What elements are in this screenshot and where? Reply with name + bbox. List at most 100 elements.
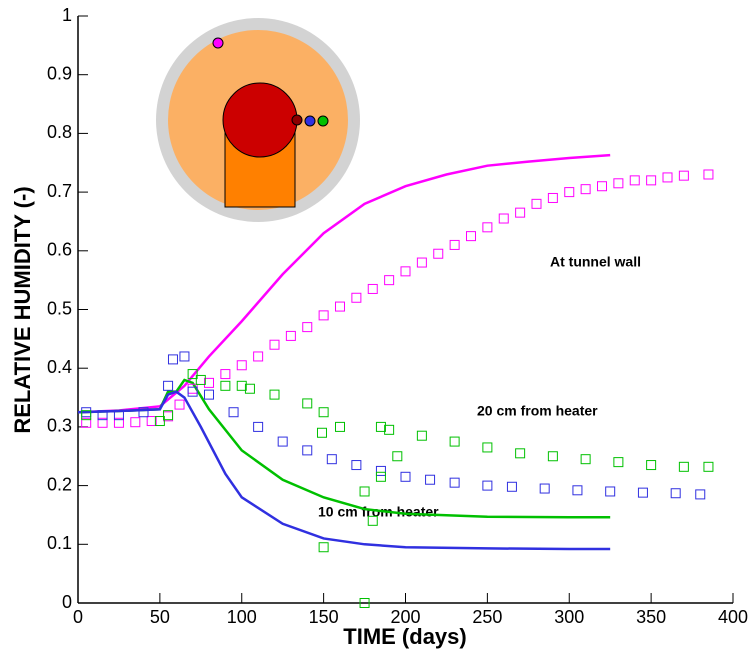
annotation: 20 cm from heater	[477, 403, 598, 419]
data-point	[318, 407, 329, 418]
data-point	[220, 380, 231, 391]
data-point	[449, 436, 460, 447]
data-point	[326, 454, 337, 465]
data-point	[498, 213, 509, 224]
data-point	[572, 485, 583, 496]
sensor-10cm	[304, 115, 316, 127]
data-point	[482, 480, 493, 491]
sensor-heater	[291, 114, 303, 126]
series-line	[77, 390, 611, 551]
data-point	[605, 486, 616, 497]
data-point	[359, 598, 370, 608]
data-point	[384, 424, 395, 435]
y-tick-label: 0.2	[47, 474, 72, 494]
data-point	[367, 515, 378, 526]
data-point	[97, 417, 108, 428]
y-tick-label: 0.1	[47, 533, 72, 553]
data-point	[547, 451, 558, 462]
data-point	[539, 483, 550, 494]
data-point	[466, 231, 476, 242]
data-point	[703, 461, 714, 472]
sensor-20cm	[317, 115, 329, 127]
data-point	[204, 389, 214, 400]
data-point	[375, 471, 386, 482]
data-point	[220, 369, 231, 380]
x-tick-label: 150	[309, 607, 339, 627]
data-point	[506, 481, 517, 492]
data-point	[670, 488, 681, 499]
data-point	[195, 374, 206, 385]
data-point	[375, 465, 386, 476]
data-point	[269, 389, 280, 400]
data-point	[302, 398, 313, 409]
data-point	[384, 275, 395, 286]
x-tick-label: 50	[150, 607, 170, 627]
data-point	[482, 222, 493, 233]
x-tick-label: 350	[636, 607, 666, 627]
data-point	[646, 460, 657, 471]
data-point	[97, 410, 108, 421]
x-tick-label: 100	[227, 607, 257, 627]
y-tick-label: 0	[62, 592, 72, 612]
data-point	[482, 442, 493, 453]
data-point	[375, 421, 386, 432]
data-point	[316, 427, 327, 438]
x-tick-label: 300	[554, 607, 584, 627]
data-point	[335, 421, 345, 432]
data-point	[425, 474, 436, 485]
series-line	[77, 153, 611, 414]
y-tick-label: 0.8	[47, 122, 72, 142]
data-point	[204, 377, 214, 388]
data-point	[277, 436, 288, 447]
data-point	[678, 170, 689, 181]
data-point	[392, 451, 403, 462]
y-tick-label: 0.9	[47, 63, 72, 83]
y-tick-label: 1	[62, 5, 72, 25]
data-point	[678, 461, 689, 472]
data-point	[613, 178, 624, 189]
data-point	[113, 417, 124, 428]
x-tick-label: 200	[390, 607, 420, 627]
annotation: At tunnel wall	[550, 254, 641, 270]
data-point	[146, 416, 157, 427]
data-point	[515, 448, 526, 459]
x-tick-label: 0	[73, 607, 83, 627]
y-tick-label: 0.4	[47, 357, 72, 377]
data-point	[113, 410, 124, 421]
data-point	[367, 283, 378, 294]
series-line	[77, 378, 611, 519]
data-point	[613, 457, 624, 468]
data-point	[449, 239, 460, 250]
y-axis-title: RELATIVE HUMIDITY (-)	[10, 186, 35, 433]
data-point	[351, 460, 362, 471]
data-point	[253, 421, 264, 432]
data-point	[244, 383, 255, 394]
data-point	[318, 542, 329, 553]
data-point	[547, 192, 558, 203]
data-point	[400, 471, 411, 482]
data-point	[449, 477, 460, 488]
data-point	[416, 257, 427, 268]
data-point	[351, 292, 362, 303]
data-point	[187, 369, 198, 380]
y-tick-label: 0.7	[47, 181, 72, 201]
data-point	[138, 407, 149, 418]
data-point	[531, 198, 542, 209]
data-point	[130, 417, 141, 428]
data-point	[269, 339, 280, 350]
data-point	[597, 181, 607, 192]
x-axis-title: TIME (days)	[343, 624, 466, 649]
data-point	[580, 454, 591, 465]
data-point	[416, 430, 427, 441]
data-point	[433, 248, 444, 259]
y-tick-label: 0.5	[47, 298, 72, 318]
data-point	[179, 351, 190, 362]
inset-diagram	[156, 18, 360, 222]
data-point	[318, 310, 329, 321]
data-point	[359, 486, 370, 497]
data-point	[400, 266, 411, 277]
data-point	[515, 207, 526, 218]
data-point	[646, 175, 657, 186]
data-point	[167, 354, 178, 365]
